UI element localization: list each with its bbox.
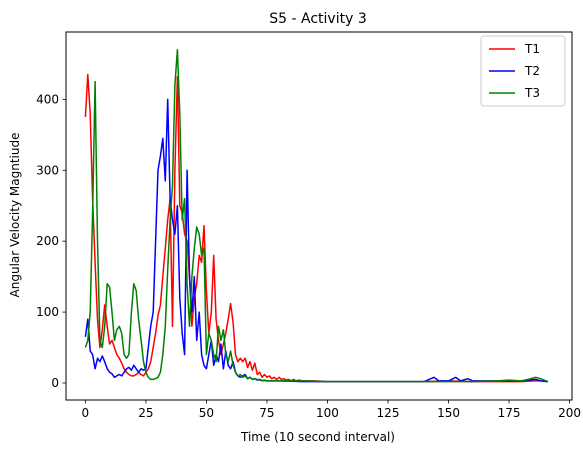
y-tick-label: 200 <box>36 234 59 248</box>
x-tick-label: 0 <box>82 406 90 420</box>
legend-label-t3: T3 <box>524 86 540 100</box>
y-axis: 0 100 200 300 400 <box>36 92 66 390</box>
x-axis: 0 25 50 75 100 125 150 175 200 <box>82 400 581 420</box>
x-tick-label: 100 <box>316 406 339 420</box>
legend-label-t1: T1 <box>524 42 540 56</box>
legend-label-t2: T2 <box>524 64 540 78</box>
chart-title: S5 - Activity 3 <box>269 11 366 27</box>
y-tick-label: 0 <box>51 376 59 390</box>
x-tick-label: 75 <box>259 406 274 420</box>
plot-area <box>84 48 549 383</box>
legend-box <box>480 35 566 107</box>
x-tick-label: 50 <box>199 406 214 420</box>
legend: T1 T2 T3 <box>480 35 566 107</box>
y-tick-label: 400 <box>36 92 59 106</box>
x-tick-label: 150 <box>437 406 460 420</box>
series-line-t3 <box>84 48 549 383</box>
x-tick-label: 25 <box>138 406 153 420</box>
x-tick-label: 200 <box>558 406 581 420</box>
x-tick-label: 175 <box>498 406 521 420</box>
plot-frame <box>65 31 573 401</box>
y-tick-label: 300 <box>36 163 59 177</box>
x-axis-label: Time (10 second interval) <box>240 430 395 444</box>
x-tick-label: 125 <box>377 406 400 420</box>
y-axis-label: Angular Velocity Magntiude <box>8 133 22 298</box>
y-tick-label: 100 <box>36 305 59 319</box>
